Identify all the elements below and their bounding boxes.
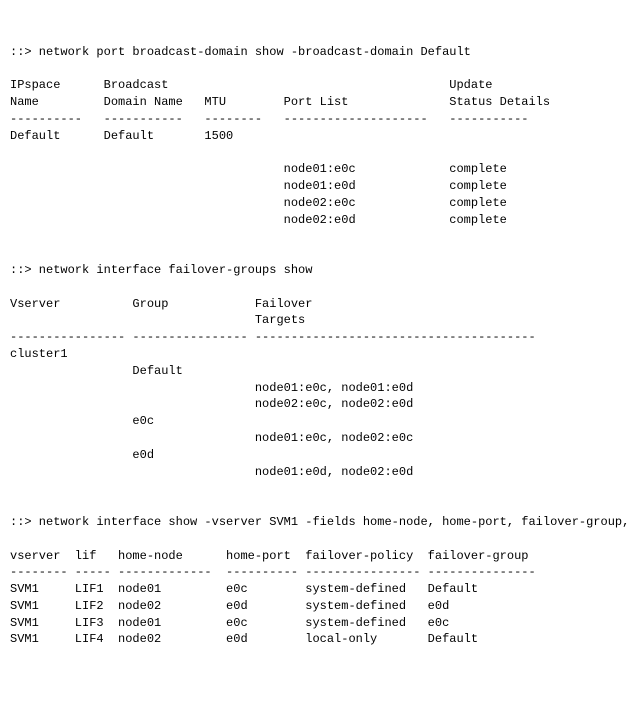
terminal-output: ::> network port broadcast-domain show -…: [10, 44, 627, 649]
